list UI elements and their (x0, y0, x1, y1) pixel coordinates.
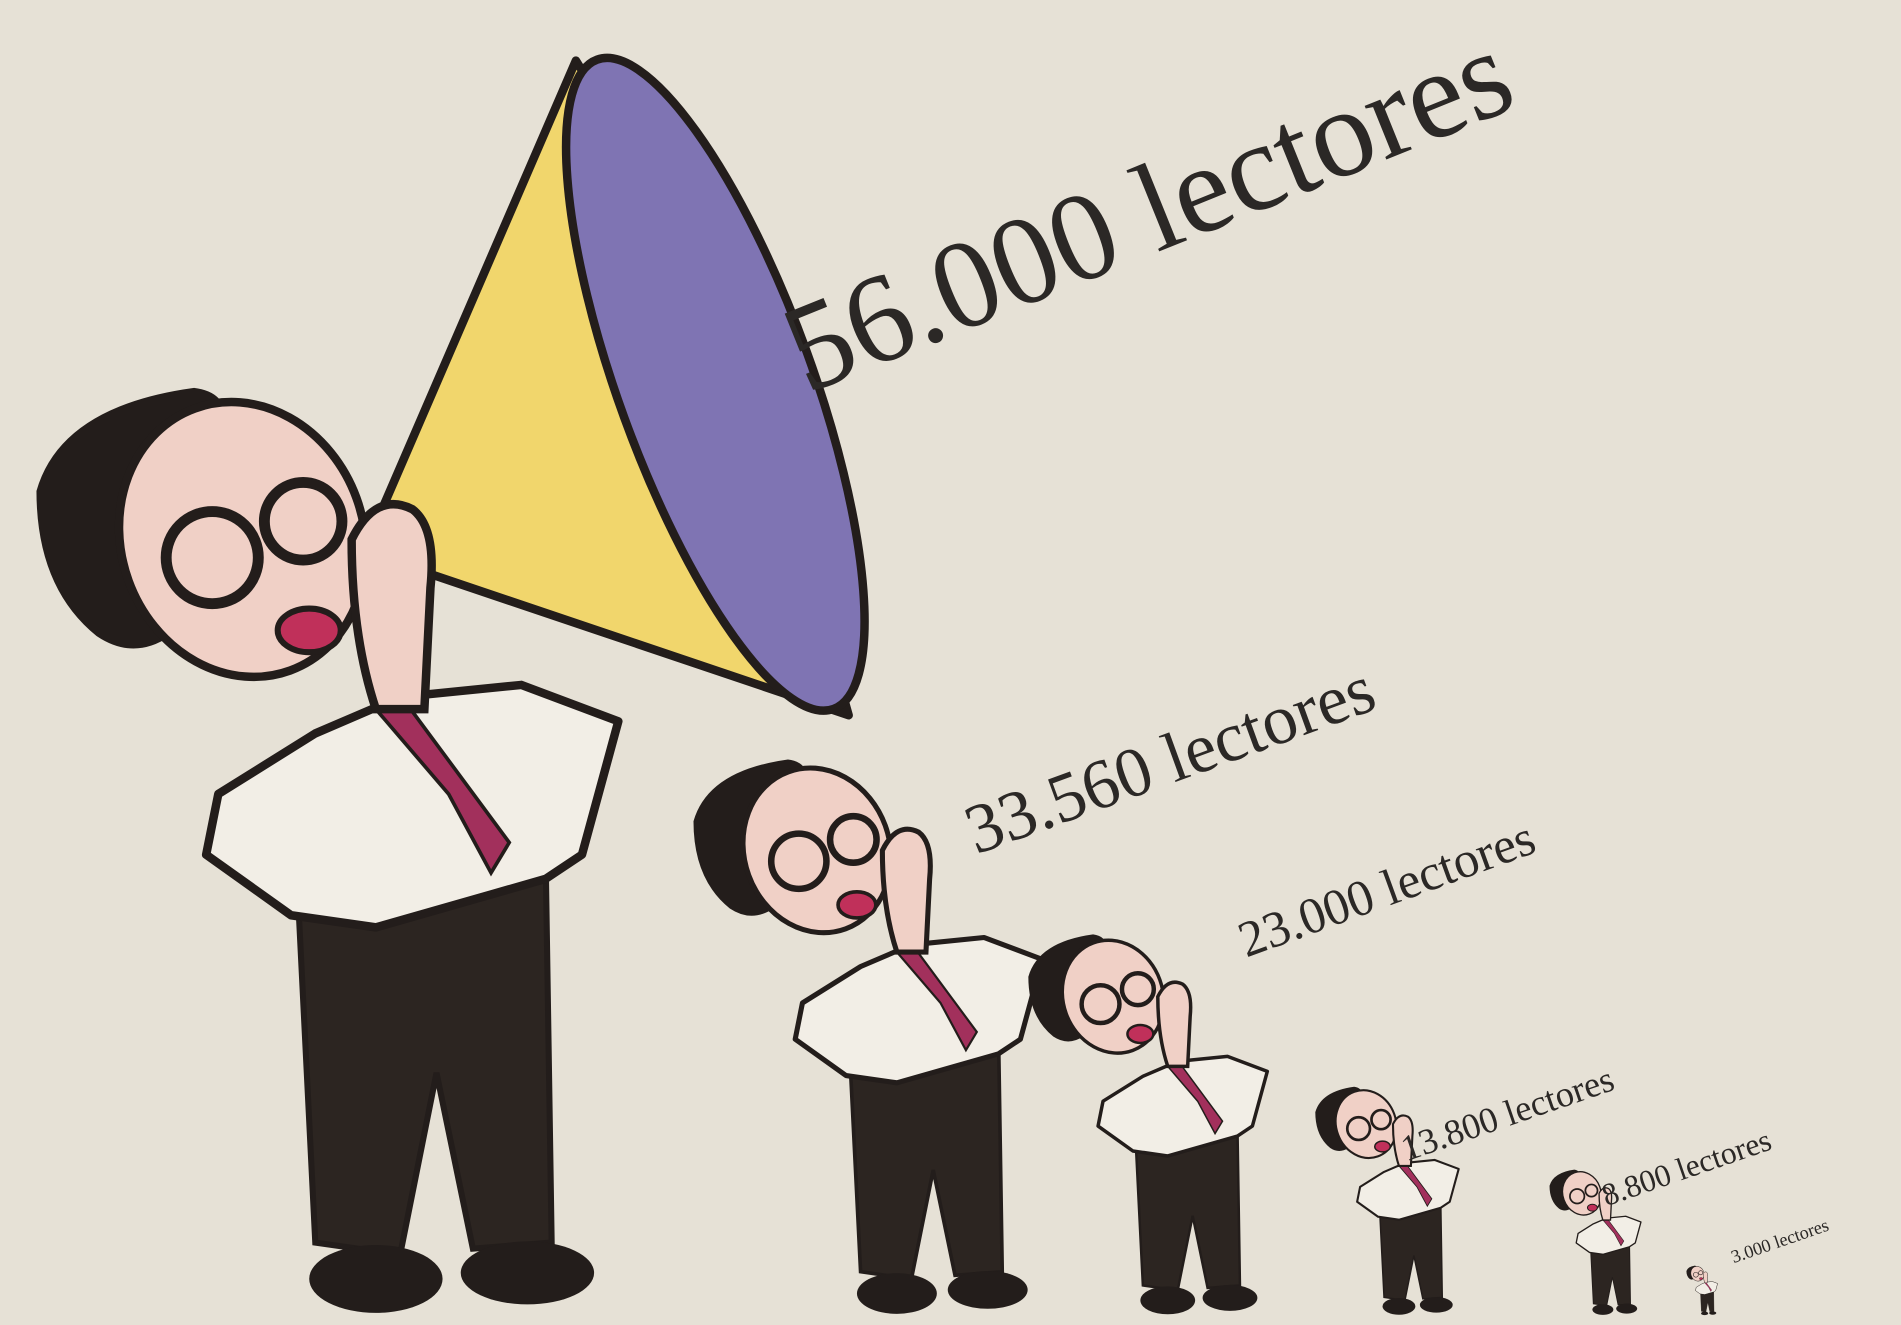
mouth (838, 892, 876, 918)
mouth (1375, 1141, 1391, 1152)
page: {"chart_data": {"type": "pictogram", "va… (0, 0, 1901, 1325)
hands (882, 829, 930, 952)
hands (352, 504, 432, 709)
shoe (461, 1241, 594, 1304)
hands (1703, 1272, 1707, 1283)
shoe (1701, 1312, 1708, 1316)
chart: 56.000 lectores33.560 lectores23.000 lec… (0, 0, 1901, 1325)
shoe (1616, 1304, 1637, 1314)
mouth (1587, 1204, 1597, 1211)
mouth (1699, 1277, 1702, 1279)
shoe (1140, 1286, 1195, 1314)
shoe (948, 1271, 1028, 1309)
mouth (278, 609, 341, 653)
shoe (1592, 1304, 1613, 1315)
shoe (857, 1273, 937, 1314)
shoe (1420, 1297, 1453, 1313)
hands (1158, 982, 1191, 1066)
shoe (1203, 1285, 1258, 1311)
mouth (1127, 1025, 1153, 1043)
shoe (1709, 1311, 1716, 1314)
shoe (309, 1245, 442, 1313)
shoe (1383, 1298, 1416, 1315)
